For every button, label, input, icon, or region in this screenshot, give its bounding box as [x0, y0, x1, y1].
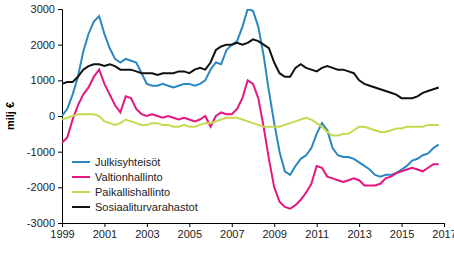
y-tick-mark	[58, 116, 62, 117]
x-tick-mark	[62, 223, 63, 227]
series-line	[62, 9, 439, 177]
y-tick-mark	[58, 45, 62, 46]
legend-entry: Julkisyhteisöt	[72, 156, 160, 168]
legend-swatch	[72, 206, 90, 208]
x-tick-label: 2015	[390, 228, 414, 240]
x-tick-label: 2003	[135, 228, 159, 240]
x-tick: 1999	[50, 223, 74, 240]
series-line	[62, 114, 439, 135]
legend-entry: Sosiaaliturvarahastot	[72, 201, 198, 213]
series-line	[62, 39, 439, 98]
x-tick-label: 2001	[93, 228, 117, 240]
legend-swatch	[72, 161, 90, 163]
x-tick-mark	[147, 223, 148, 227]
x-tick: 2017	[432, 223, 454, 240]
x-tick: 2011	[305, 223, 329, 240]
x-tick-mark	[359, 223, 360, 227]
x-tick-label: 2017	[432, 228, 454, 240]
y-axis: -3000-2000-10000100020003000	[27, 3, 63, 229]
legend-swatch	[72, 191, 90, 193]
x-tick-mark	[232, 223, 233, 227]
y-tick-label: -2000	[27, 181, 55, 193]
y-tick: 0	[49, 110, 62, 122]
y-tick-mark	[58, 152, 62, 153]
legend-entry: Valtionhallinto	[72, 171, 163, 183]
y-axis-title: milj €	[4, 102, 16, 130]
y-tick-mark	[58, 9, 62, 10]
x-tick: 2013	[347, 223, 371, 240]
lines	[62, 9, 439, 209]
legend-swatch	[72, 176, 90, 178]
y-axis-line	[58, 10, 63, 224]
x-tick: 2003	[135, 223, 159, 240]
y-tick-mark	[58, 223, 62, 224]
x-axis: 1999 2001 2003 2005 2007 2009 2011 2013 2015 2017	[50, 223, 454, 240]
x-tick-mark	[274, 223, 275, 227]
x-axis-line	[63, 224, 445, 228]
y-tick-label: 2000	[31, 39, 55, 51]
y-tick: 3000	[31, 3, 62, 15]
x-tick-mark	[402, 223, 403, 227]
x-tick-label: 2013	[347, 228, 371, 240]
x-tick-label: 2011	[305, 228, 329, 240]
y-tick: 1000	[31, 74, 62, 86]
x-tick-label: 1999	[50, 228, 74, 240]
x-tick-mark	[104, 223, 105, 227]
y-tick-mark	[58, 187, 62, 188]
y-tick: 2000	[31, 39, 62, 51]
x-tick: 2005	[178, 223, 202, 240]
y-tick-label: 3000	[31, 3, 55, 15]
y-tick-label: -1000	[27, 146, 55, 158]
x-tick-label: 2005	[178, 228, 202, 240]
plot: -3000-2000-10000100020003000199920012003…	[27, 3, 454, 240]
x-tick: 2001	[93, 223, 117, 240]
legend-label: Sosiaaliturvarahastot	[95, 201, 198, 213]
x-tick: 2015	[390, 223, 414, 240]
x-tick-label: 2009	[262, 228, 286, 240]
x-tick-mark	[317, 223, 318, 227]
legend: Julkisyhteisöt Valtionhallinto Paikallisha…	[72, 156, 198, 213]
x-tick-mark	[189, 223, 190, 227]
y-tick-label: 1000	[31, 74, 55, 86]
legend-label: Julkisyhteisöt	[95, 156, 160, 168]
y-tick-mark	[58, 80, 62, 81]
legend-label: Paikallishallinto	[95, 186, 170, 198]
x-tick: 2009	[262, 223, 286, 240]
legend-label: Valtionhallinto	[95, 171, 163, 183]
x-tick: 2007	[220, 223, 244, 240]
x-tick-mark	[444, 223, 445, 227]
x-tick-label: 2007	[220, 228, 244, 240]
y-tick: -2000	[27, 181, 62, 193]
chart: -3000-2000-10000100020003000199920012003…	[0, 0, 454, 253]
legend-entry: Paikallishallinto	[72, 186, 170, 198]
y-tick: -1000	[27, 146, 62, 158]
y-tick-label: 0	[49, 110, 55, 122]
